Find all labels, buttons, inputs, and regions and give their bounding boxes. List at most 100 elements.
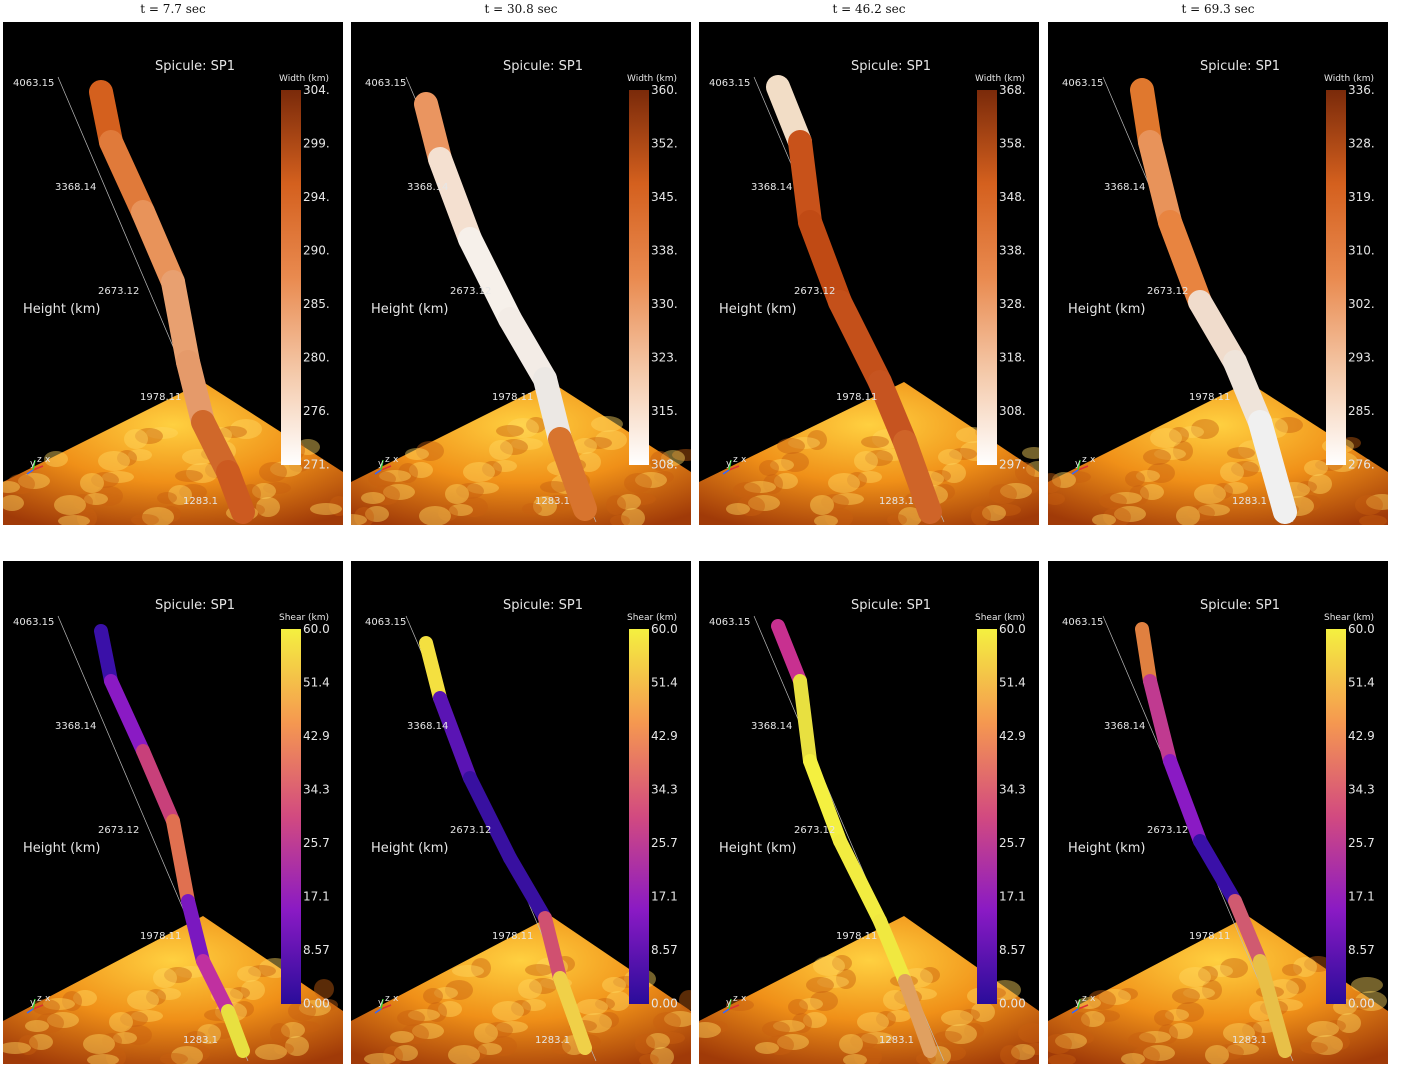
spicule-label: Spicule: SP1 xyxy=(851,59,931,74)
colorbar-tick-label: 51.4 xyxy=(303,676,330,690)
height-tick-label: 1978.11 xyxy=(836,931,877,942)
colorbar-tick-label: 280. xyxy=(303,351,330,365)
colorbar-tick-label: 348. xyxy=(999,190,1026,204)
spicule-label: Spicule: SP1 xyxy=(503,598,583,613)
height-axis-title: Height (km) xyxy=(371,841,448,856)
colorbar-tick-label: 8.57 xyxy=(999,943,1026,957)
height-axis-title: Height (km) xyxy=(719,841,796,856)
height-tick-label: 2673.12 xyxy=(794,286,835,297)
spicule-tube xyxy=(1130,78,1297,524)
height-tick-label: 2673.12 xyxy=(1147,286,1188,297)
spicule-tube xyxy=(1135,622,1292,1058)
colorbar xyxy=(629,629,649,1004)
colorbar xyxy=(629,90,649,465)
height-tick-label: 2673.12 xyxy=(98,286,139,297)
axis-y-label: y xyxy=(726,459,732,469)
colorbar-title: Shear (km) xyxy=(279,613,329,623)
colorbar-tick-label: 330. xyxy=(651,297,678,311)
height-tick-label: 2673.12 xyxy=(98,825,139,836)
spicule-tube xyxy=(766,75,942,524)
height-tick-label: 3368.14 xyxy=(55,721,96,732)
height-axis-title: Height (km) xyxy=(719,302,796,317)
spicule-label: Spicule: SP1 xyxy=(503,59,583,74)
height-tick-label: 3368.14 xyxy=(407,721,448,732)
axis-z-label: z xyxy=(1082,455,1087,465)
photosphere-surface xyxy=(3,382,343,525)
colorbar-tick-label: 368. xyxy=(999,83,1026,97)
height-tick-label: 4063.15 xyxy=(709,78,750,89)
colorbar xyxy=(281,90,301,465)
height-tick-label: 3368.14 xyxy=(751,721,792,732)
height-tick-label: 1283.1 xyxy=(1232,496,1267,507)
axis-x-label: x xyxy=(393,994,399,1004)
height-axis-title: Height (km) xyxy=(371,302,448,317)
colorbar-tick-label: 17.1 xyxy=(1348,890,1375,904)
colorbar-tick-label: 17.1 xyxy=(999,890,1026,904)
spicule-label: Spicule: SP1 xyxy=(155,59,235,74)
colorbar-tick-label: 304. xyxy=(303,83,330,97)
colorbar-tick-label: 42.9 xyxy=(1348,729,1375,743)
colorbar-tick-label: 338. xyxy=(651,244,678,258)
height-tick-label: 3368.14 xyxy=(1104,182,1145,193)
spicule-label: Spicule: SP1 xyxy=(851,598,931,613)
colorbar-tick-label: 25.7 xyxy=(999,836,1026,850)
axis-y-label: y xyxy=(378,459,384,469)
height-tick-label: 1283.1 xyxy=(183,1035,218,1046)
panel-width-2: 4063.15 3368.14 2673.12 1978.11 1283.1 Spicul… xyxy=(351,22,691,525)
height-tick-label: 4063.15 xyxy=(13,617,54,628)
height-tick-label: 1283.1 xyxy=(879,496,914,507)
colorbar-tick-label: 51.4 xyxy=(1348,676,1375,690)
height-tick-label: 4063.15 xyxy=(1062,78,1103,89)
height-tick-label: 1978.11 xyxy=(1189,392,1230,403)
colorbar-tick-label: 318. xyxy=(999,351,1026,365)
height-tick-label: 4063.15 xyxy=(365,617,406,628)
colorbar-tick-label: 60.0 xyxy=(1348,622,1375,636)
colorbar-title: Width (km) xyxy=(1324,74,1374,84)
height-tick-label: 2673.12 xyxy=(794,825,835,836)
height-tick-label: 1283.1 xyxy=(1232,1035,1267,1046)
colorbar-tick-label: 25.7 xyxy=(303,836,330,850)
colorbar-tick-label: 51.4 xyxy=(999,676,1026,690)
panel-shear-2: 4063.15 3368.14 2673.12 1978.11 1283.1 Spicul… xyxy=(351,561,691,1064)
colorbar-tick-label: 336. xyxy=(1348,83,1375,97)
height-tick-label: 3368.14 xyxy=(1104,721,1145,732)
colorbar-tick-label: 285. xyxy=(1348,404,1375,418)
panel-shear-3: 4063.15 3368.14 2673.12 1978.11 1283.1 Spicul… xyxy=(699,561,1039,1064)
colorbar-tick-label: 323. xyxy=(651,351,678,365)
column-time-title: t = 7.7 sec xyxy=(140,2,206,16)
colorbar xyxy=(1326,629,1346,1004)
colorbar-title: Width (km) xyxy=(975,74,1025,84)
height-tick-label: 4063.15 xyxy=(13,78,54,89)
height-tick-label: 3368.14 xyxy=(407,182,448,193)
colorbar-tick-label: 310. xyxy=(1348,244,1375,258)
axis-z-label: z xyxy=(37,455,42,465)
axis-y-label: y xyxy=(30,998,36,1008)
spicule-tube xyxy=(419,636,592,1055)
height-tick-label: 1283.1 xyxy=(183,496,218,507)
spicule-tube xyxy=(771,619,937,1058)
colorbar-tick-label: 360. xyxy=(651,83,678,97)
axis-z-label: z xyxy=(733,994,738,1004)
colorbar-title: Shear (km) xyxy=(1324,613,1374,623)
colorbar-tick-label: 352. xyxy=(651,137,678,151)
colorbar xyxy=(977,629,997,1004)
height-tick-label: 1283.1 xyxy=(535,1035,570,1046)
colorbar-tick-label: 294. xyxy=(303,190,330,204)
colorbar-tick-label: 60.0 xyxy=(303,622,330,636)
colorbar-tick-label: 0.00 xyxy=(303,997,330,1011)
colorbar-tick-label: 34.3 xyxy=(651,783,678,797)
height-tick-label: 3368.14 xyxy=(751,182,792,193)
height-axis-title: Height (km) xyxy=(1068,841,1145,856)
colorbar-tick-label: 0.00 xyxy=(999,997,1026,1011)
spicule-label: Spicule: SP1 xyxy=(1200,59,1280,74)
spicule-tube xyxy=(414,92,597,521)
colorbar-tick-label: 328. xyxy=(1348,137,1375,151)
height-tick-label: 1978.11 xyxy=(140,392,181,403)
axis-x-label: x xyxy=(393,455,399,465)
axis-z-label: z xyxy=(385,994,390,1004)
colorbar-tick-label: 60.0 xyxy=(651,622,678,636)
photosphere-surface xyxy=(699,916,1039,1064)
photosphere-surface xyxy=(3,916,343,1064)
